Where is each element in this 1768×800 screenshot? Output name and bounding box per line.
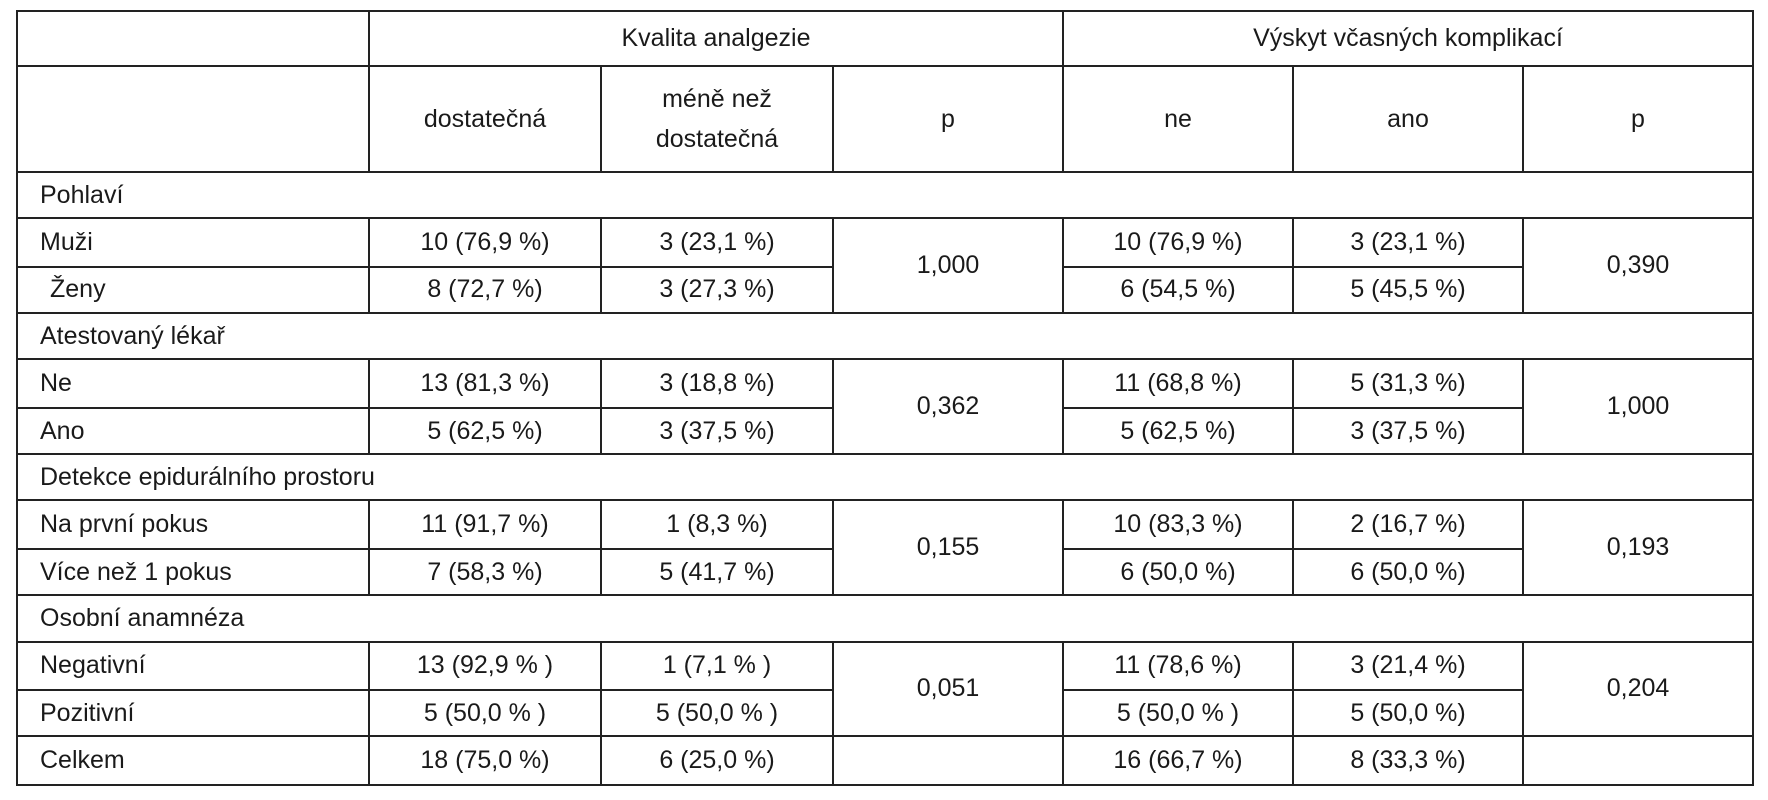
cell-p-complications-empty (1523, 735, 1754, 785)
table-row: Pozitivní 5 (50,0 % ) 5 (50,0 % ) 5 (50,… (17, 689, 1753, 737)
cell-sufficient: 5 (62,5 %) (369, 406, 602, 455)
cell-sufficient: 11 (91,7 %) (369, 499, 602, 549)
cell-less-than-sufficient: 3 (18,8 %) (601, 358, 834, 408)
table-row: Více než 1 pokus 7 (58,3 %) 5 (41,7 %) 6… (17, 547, 1753, 596)
cell-no: 16 (66,7 %) (1063, 735, 1294, 785)
header-empty-cell (17, 65, 370, 172)
table-row: Muži 10 (76,9 %) 3 (23,1 %) 1,000 10 (76… (17, 217, 1754, 314)
header-col-sufficient: dostatečná (369, 65, 601, 172)
results-table: Kvalita analgezie Výskyt včasných kompli… (16, 10, 1755, 786)
row-label: Pozitivní (17, 689, 370, 737)
cell-sufficient: 10 (76,9 %) (369, 217, 602, 267)
section-title-row: Osobní anamnéza (17, 594, 1754, 642)
section-title-row: Pohlaví (17, 170, 1754, 219)
row-label: Ano (17, 406, 370, 455)
cell-less-than-sufficient: 5 (41,7 %) (601, 547, 834, 596)
cell-sufficient: 13 (81,3 %) (369, 358, 602, 408)
cell-sufficient: 18 (75,0 %) (369, 735, 602, 785)
cell-sufficient: 13 (92,9 % ) (369, 640, 602, 691)
cell-no: 10 (76,9 %) (1063, 217, 1294, 267)
table-row: Ano 5 (62,5 %) 3 (37,5 %) 5 (62,5 %) 3 (… (17, 406, 1753, 455)
header-col-less-line1: méně než (662, 85, 772, 114)
header-col-less-line2: dostatečná (655, 125, 779, 154)
cell-yes: 3 (21,4 %) (1293, 640, 1524, 691)
cell-less-than-sufficient: 1 (7,1 % ) (601, 640, 834, 691)
section-title: Detekce epidurálního prostoru (17, 453, 1754, 501)
header-row-groups: Kvalita analgezie Výskyt včasných kompli… (17, 11, 1753, 67)
cell-p-analgesia: 0,051 (833, 640, 1064, 737)
header-col-less-than-sufficient: méně než dostatečná (600, 65, 833, 172)
cell-less-than-sufficient: 6 (25,0 %) (601, 735, 834, 785)
section-title: Pohlaví (17, 170, 1754, 219)
cell-yes: 5 (45,5 %) (1293, 265, 1524, 314)
row-label: Muži (17, 217, 370, 267)
cell-p-analgesia-empty (833, 735, 1064, 785)
header-row-columns: dostatečná méně než dostatečná p ne ano … (17, 65, 1754, 172)
row-label: Celkem (17, 735, 370, 785)
cell-sufficient: 7 (58,3 %) (369, 547, 602, 596)
section-title: Osobní anamnéza (17, 594, 1754, 642)
header-col-p-complications: p (1521, 65, 1754, 172)
cell-less-than-sufficient: 3 (37,5 %) (601, 406, 834, 455)
cell-p-analgesia: 0,155 (833, 499, 1064, 596)
cell-p-analgesia: 0,362 (833, 358, 1064, 455)
cell-no: 11 (68,8 %) (1063, 358, 1294, 408)
cell-yes: 6 (50,0 %) (1293, 547, 1524, 596)
cell-p-complications: 0,193 (1523, 499, 1754, 596)
cell-yes: 2 (16,7 %) (1293, 499, 1524, 549)
table-row: Na první pokus 11 (91,7 %) 1 (8,3 %) 0,1… (17, 499, 1754, 596)
cell-less-than-sufficient: 5 (50,0 % ) (601, 689, 834, 737)
cell-sufficient: 8 (72,7 %) (369, 265, 602, 314)
total-row: Celkem 18 (75,0 %) 6 (25,0 %) 16 (66,7 %… (17, 735, 1754, 785)
row-label: Ženy (17, 265, 370, 314)
cell-yes: 5 (31,3 %) (1293, 358, 1524, 408)
row-label: Negativní (17, 640, 370, 691)
row-label: Více než 1 pokus (17, 547, 370, 596)
cell-p-complications: 0,390 (1523, 217, 1754, 314)
header-group-complications: Výskyt včasných komplikací (1253, 24, 1563, 53)
section-title-row: Atestovaný lékař (17, 312, 1754, 360)
row-label: Ne (17, 358, 370, 408)
cell-no: 10 (83,3 %) (1063, 499, 1294, 549)
table-row: Ne 13 (81,3 %) 3 (18,8 %) 0,362 11 (68,8… (17, 358, 1754, 455)
cell-yes: 8 (33,3 %) (1293, 735, 1524, 785)
cell-yes: 3 (37,5 %) (1293, 406, 1524, 455)
header-col-no: ne (1063, 65, 1293, 172)
header-group-analgesia: Kvalita analgezie (369, 11, 1064, 67)
cell-p-complications: 1,000 (1523, 358, 1754, 455)
table-row: Negativní 13 (92,9 % ) 1 (7,1 % ) 0,051 … (17, 640, 1754, 737)
cell-no: 5 (50,0 % ) (1063, 689, 1294, 737)
cell-less-than-sufficient: 1 (8,3 %) (601, 499, 834, 549)
cell-no: 6 (50,0 %) (1063, 547, 1294, 596)
header-col-p-analgesia: p (832, 65, 1064, 172)
row-label: Na první pokus (17, 499, 370, 549)
section-title-row: Detekce epidurálního prostoru (17, 453, 1754, 501)
cell-sufficient: 5 (50,0 % ) (369, 689, 602, 737)
cell-yes: 5 (50,0 %) (1293, 689, 1524, 737)
cell-less-than-sufficient: 3 (23,1 %) (601, 217, 834, 267)
cell-yes: 3 (23,1 %) (1293, 217, 1524, 267)
cell-p-complications: 0,204 (1523, 640, 1754, 737)
cell-no: 5 (62,5 %) (1063, 406, 1294, 455)
table-row: Ženy 8 (72,7 %) 3 (27,3 %) 6 (54,5 %) 5 … (17, 265, 1753, 314)
cell-p-analgesia: 1,000 (833, 217, 1064, 314)
header-col-yes: ano (1292, 65, 1523, 172)
cell-no: 11 (78,6 %) (1063, 640, 1294, 691)
cell-less-than-sufficient: 3 (27,3 %) (601, 265, 834, 314)
cell-no: 6 (54,5 %) (1063, 265, 1294, 314)
header-empty-cell (17, 11, 370, 67)
section-title: Atestovaný lékař (17, 312, 1754, 360)
